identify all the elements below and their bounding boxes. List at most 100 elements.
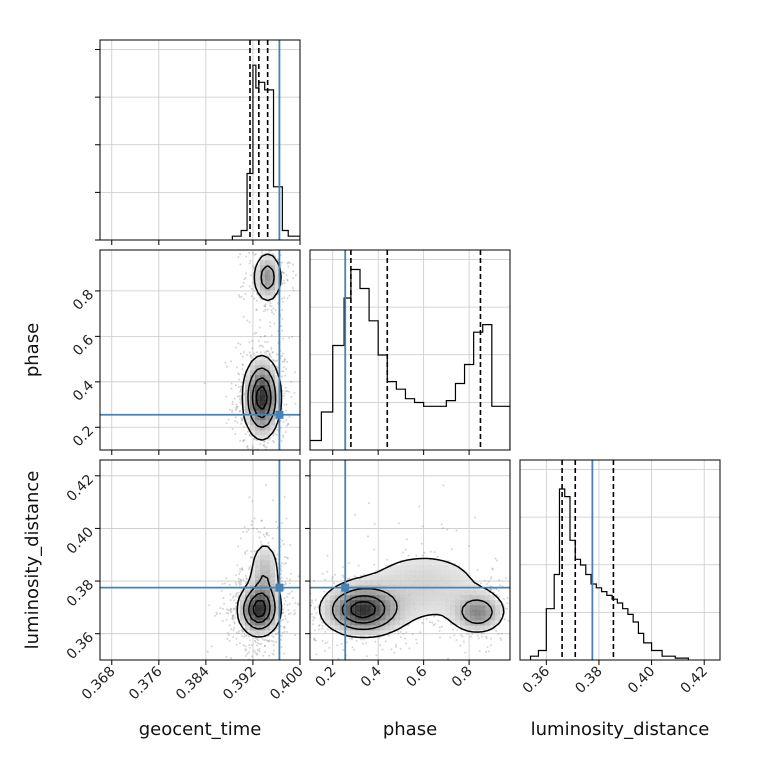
density-cell bbox=[415, 565, 421, 571]
sample-point bbox=[290, 625, 292, 627]
sample-point bbox=[284, 430, 287, 433]
sample-point bbox=[280, 646, 283, 649]
sample-point bbox=[260, 642, 263, 645]
sample-point bbox=[436, 555, 439, 558]
density-cell bbox=[470, 625, 476, 631]
sample-point bbox=[281, 309, 284, 312]
sample-point bbox=[280, 451, 282, 453]
density-cell bbox=[340, 595, 346, 601]
density-cell bbox=[270, 390, 276, 396]
sample-point bbox=[281, 297, 284, 300]
sample-point bbox=[271, 537, 274, 540]
density-cell bbox=[440, 565, 446, 571]
density-cell bbox=[420, 605, 426, 611]
contour-level bbox=[236, 545, 283, 638]
sample-point bbox=[253, 247, 255, 249]
sample-point bbox=[281, 612, 284, 615]
sample-point bbox=[291, 335, 294, 338]
density-cell bbox=[405, 610, 411, 616]
sample-point bbox=[239, 578, 242, 581]
sample-point bbox=[397, 632, 400, 635]
density-cell bbox=[270, 270, 276, 276]
sample-point bbox=[251, 444, 254, 447]
sample-point bbox=[407, 554, 410, 557]
sample-point bbox=[286, 557, 289, 560]
sample-point bbox=[272, 653, 275, 656]
tick-label-x: 0.368 bbox=[79, 664, 119, 704]
sample-point bbox=[239, 389, 242, 392]
sample-point bbox=[272, 499, 275, 502]
sample-point bbox=[292, 289, 295, 292]
sample-point bbox=[355, 639, 358, 642]
contour-level bbox=[350, 600, 377, 619]
density-cell bbox=[260, 365, 266, 371]
sample-point bbox=[238, 373, 241, 376]
density-cell bbox=[360, 580, 366, 586]
sample-point bbox=[259, 443, 262, 446]
sample-point bbox=[281, 282, 284, 285]
density-cell bbox=[395, 575, 401, 581]
density-cell bbox=[435, 610, 441, 616]
sample-point bbox=[265, 532, 268, 535]
sample-point bbox=[221, 619, 224, 622]
sample-point bbox=[268, 640, 271, 643]
sample-point bbox=[241, 381, 244, 384]
sample-point bbox=[525, 602, 527, 604]
sample-point bbox=[270, 334, 273, 337]
density-cell bbox=[455, 570, 461, 576]
sample-point bbox=[440, 625, 443, 628]
sample-point bbox=[289, 572, 292, 575]
sample-point bbox=[286, 631, 289, 634]
sample-point bbox=[229, 593, 232, 596]
density-cell bbox=[265, 385, 271, 391]
sample-point bbox=[267, 245, 269, 247]
tick-label-y: 0.40 bbox=[64, 524, 97, 557]
sample-point bbox=[313, 607, 316, 610]
sample-point bbox=[239, 388, 242, 391]
sample-point bbox=[326, 628, 329, 631]
density-cell bbox=[260, 385, 266, 391]
sample-point bbox=[235, 346, 238, 349]
sample-point bbox=[272, 441, 275, 444]
sample-point bbox=[313, 639, 316, 642]
density-cell bbox=[460, 575, 466, 581]
density-cell bbox=[435, 565, 441, 571]
density-cell bbox=[455, 620, 461, 626]
sample-point bbox=[270, 305, 273, 308]
density-cell bbox=[330, 615, 336, 621]
sample-point bbox=[256, 351, 259, 354]
density-cell bbox=[250, 580, 256, 586]
density-cell bbox=[450, 565, 456, 571]
density-cell bbox=[455, 575, 461, 581]
sample-point bbox=[280, 580, 283, 583]
sample-point bbox=[238, 296, 241, 299]
sample-point bbox=[239, 525, 241, 527]
sample-point bbox=[280, 569, 283, 572]
density-cell bbox=[390, 625, 396, 631]
density-cell bbox=[430, 575, 436, 581]
tick-label-x: 0.36 bbox=[520, 663, 553, 696]
sample-point bbox=[230, 628, 233, 631]
sample-point bbox=[242, 373, 245, 376]
density-cell bbox=[445, 575, 451, 581]
sample-point bbox=[236, 405, 239, 408]
sample-point bbox=[252, 527, 255, 530]
sample-point bbox=[231, 617, 234, 620]
density-cell bbox=[375, 600, 381, 606]
sample-point bbox=[259, 241, 261, 243]
sample-point bbox=[272, 313, 275, 316]
density-cell bbox=[425, 560, 431, 566]
density-cell bbox=[240, 620, 246, 626]
sample-point bbox=[303, 356, 305, 358]
density-cell bbox=[360, 600, 366, 606]
sample-point bbox=[235, 554, 237, 556]
density-cell bbox=[450, 615, 456, 621]
sample-point bbox=[248, 341, 251, 344]
sample-point bbox=[282, 625, 285, 628]
sample-point bbox=[252, 266, 255, 269]
sample-point bbox=[254, 651, 257, 654]
sample-point bbox=[283, 627, 286, 630]
contour-level bbox=[331, 587, 493, 631]
sample-point bbox=[242, 644, 245, 647]
